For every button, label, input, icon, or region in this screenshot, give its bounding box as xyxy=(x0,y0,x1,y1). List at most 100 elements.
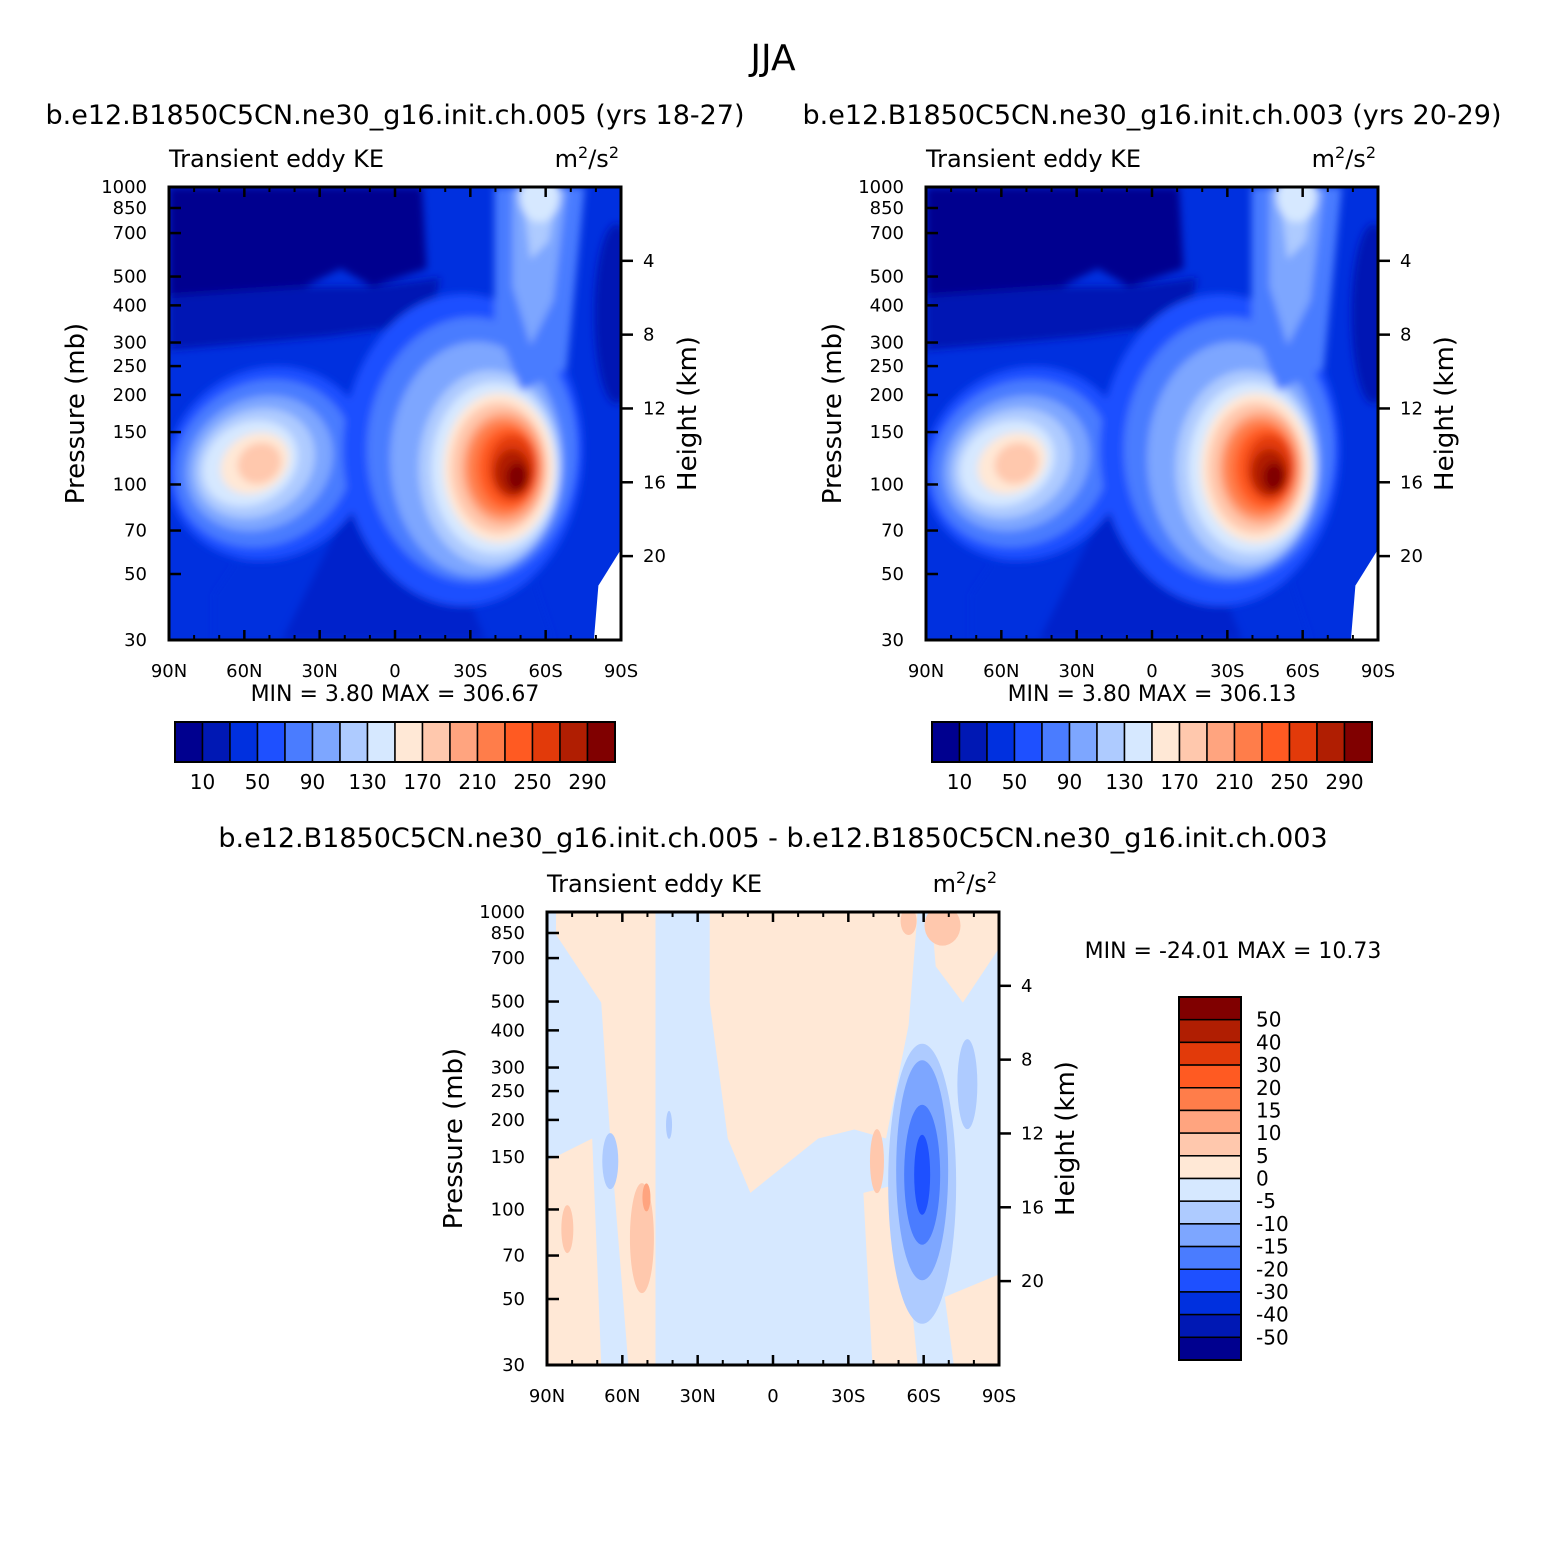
pressure-tick-label: 700 xyxy=(870,223,904,244)
colorbar-box xyxy=(1178,1313,1242,1339)
pressure-tick-label: 200 xyxy=(491,1110,525,1131)
height-tick-label: 16 xyxy=(643,472,666,493)
diff-title: b.e12.B1850C5CN.ne30_g16.init.ch.005 - b… xyxy=(218,823,1327,854)
pos-blob-4 xyxy=(869,1129,884,1194)
colorbar-box xyxy=(1151,721,1181,763)
colorbar-label: -5 xyxy=(1256,1189,1276,1213)
terrain-mask xyxy=(593,549,621,640)
pressure-tick-label: 100 xyxy=(491,1199,525,1220)
case2-min-max: MIN = 3.80 MAX = 306.13 xyxy=(1008,682,1297,707)
pressure-tick-label: 1000 xyxy=(858,177,904,198)
pos-band-3 xyxy=(709,912,918,1193)
colorbar-label: 210 xyxy=(458,770,496,794)
colorbar-box xyxy=(394,721,424,763)
pressure-tick-label: 50 xyxy=(502,1289,525,1310)
pressure-tick-label: 500 xyxy=(870,267,904,288)
colorbar-box xyxy=(1178,1018,1242,1044)
y2-axis-label: Height (km) xyxy=(1051,1061,1081,1216)
contour-bands xyxy=(169,187,621,640)
pressure-tick-label: 850 xyxy=(113,198,147,219)
colorbar-box xyxy=(1178,1291,1242,1316)
pressure-tick-label: 700 xyxy=(491,948,525,969)
sh-column-4 xyxy=(1276,187,1317,223)
variable-label: Transient eddy KE xyxy=(925,145,1141,173)
pressure-tick-label: 850 xyxy=(491,923,525,944)
neg-blob-1 xyxy=(957,1039,978,1130)
pos-band-5 xyxy=(863,1183,918,1365)
x-tick-label: 30S xyxy=(1210,661,1244,682)
panel-case1: 90N 60N 30N 0 30S 60S 90S305070100150200250300… xyxy=(61,143,703,794)
band-30 xyxy=(926,277,1198,351)
variable-label: Transient eddy KE xyxy=(546,870,762,898)
pressure-tick-label: 1000 xyxy=(479,902,525,923)
colorbar-box xyxy=(1316,721,1346,763)
colorbar-box xyxy=(421,721,451,763)
pressure-tick-label: 300 xyxy=(870,333,904,354)
colorbar-label: -50 xyxy=(1256,1325,1289,1349)
case1-min-max: MIN = 3.80 MAX = 306.67 xyxy=(251,682,540,707)
colorbar-box xyxy=(586,721,616,763)
pressure-tick-label: 300 xyxy=(113,333,147,354)
colorbar-label: 50 xyxy=(1256,1008,1281,1032)
colorbar-label: -15 xyxy=(1256,1235,1289,1259)
pressure-tick-label: 200 xyxy=(113,385,147,406)
pressure-tick-label: 50 xyxy=(881,564,904,585)
band-30-shpolar xyxy=(1351,223,1378,404)
colorbar-box xyxy=(1178,996,1242,1021)
height-tick-label: 16 xyxy=(1021,1197,1044,1218)
pressure-tick-label: 50 xyxy=(124,564,147,585)
pressure-tick-label: 70 xyxy=(881,521,904,542)
x-tick-label: 0 xyxy=(389,661,400,682)
colorbar-box xyxy=(174,721,204,763)
sh-jet-level-12 xyxy=(506,462,528,491)
colorbar-label: 10 xyxy=(947,770,972,794)
height-tick-label: 4 xyxy=(643,251,654,272)
case1-title: b.e12.B1850C5CN.ne30_g16.init.ch.005 (yr… xyxy=(45,100,744,131)
x-tick-label: 60S xyxy=(1285,661,1319,682)
band-10 xyxy=(926,187,1184,296)
pressure-tick-label: 150 xyxy=(491,1147,525,1168)
colorbar-label: 290 xyxy=(568,770,606,794)
height-tick-label: 12 xyxy=(1021,1123,1044,1144)
colorbar-label: -20 xyxy=(1256,1257,1289,1281)
band-30-shpolar xyxy=(594,223,621,404)
pos-blob-3 xyxy=(561,1205,574,1254)
colorbar-frame xyxy=(931,721,1373,763)
x-tick-label: 90S xyxy=(604,661,638,682)
colorbar-label: 210 xyxy=(1215,770,1253,794)
colorbar-box xyxy=(1178,1041,1242,1066)
colorbar-label: 50 xyxy=(245,770,270,794)
terrain-mask xyxy=(1350,549,1378,640)
sh-column-4 xyxy=(519,187,560,223)
colorbar-box xyxy=(1013,721,1043,763)
height-tick-label: 4 xyxy=(1400,251,1411,272)
nh-jet-level-6 xyxy=(994,442,1039,484)
pos-band-6 xyxy=(944,1274,999,1365)
height-tick-label: 8 xyxy=(643,325,654,346)
colorbar-box xyxy=(1041,721,1071,763)
y-axis-label: Pressure (mb) xyxy=(439,1048,469,1229)
colorbar-box xyxy=(311,721,341,763)
colorbar-box xyxy=(1178,1177,1242,1202)
colorbar-box xyxy=(256,721,286,763)
x-tick-label: 60S xyxy=(528,661,562,682)
pressure-tick-label: 30 xyxy=(124,630,147,651)
case2-title: b.e12.B1850C5CN.ne30_g16.init.ch.003 (yr… xyxy=(802,100,1501,131)
pressure-tick-label: 500 xyxy=(491,992,525,1013)
pressure-tick-label: 500 xyxy=(113,267,147,288)
colorbar-box xyxy=(1233,721,1263,763)
pressure-tick-label: 300 xyxy=(491,1058,525,1079)
colorbar-box xyxy=(201,721,231,763)
y2-axis-label: Height (km) xyxy=(673,336,703,491)
colorbar-box xyxy=(1261,721,1291,763)
units-label: m2/s2 xyxy=(1312,143,1376,173)
colorbar-label: 250 xyxy=(513,770,551,794)
units-label: m2/s2 xyxy=(933,868,997,898)
height-tick-label: 12 xyxy=(643,398,666,419)
height-tick-label: 16 xyxy=(1400,472,1423,493)
neg-blob-3 xyxy=(666,1110,673,1139)
x-tick-label: 90N xyxy=(529,1386,565,1407)
height-tick-label: 12 xyxy=(1400,398,1423,419)
pressure-tick-label: 400 xyxy=(491,1020,525,1041)
colorbar-box xyxy=(1178,1132,1242,1157)
